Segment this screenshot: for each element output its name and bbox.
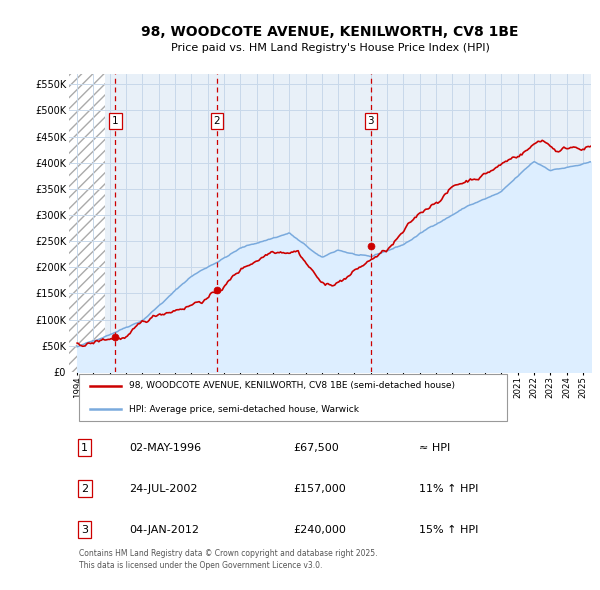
Text: 98, WOODCOTE AVENUE, KENILWORTH, CV8 1BE: 98, WOODCOTE AVENUE, KENILWORTH, CV8 1BE [141, 25, 519, 40]
Text: £67,500: £67,500 [293, 442, 339, 453]
Text: £157,000: £157,000 [293, 484, 346, 494]
Bar [69, 74, 105, 372]
Text: 3: 3 [81, 525, 88, 535]
Text: Price paid vs. HM Land Registry's House Price Index (HPI): Price paid vs. HM Land Registry's House … [170, 44, 490, 53]
Text: Contains HM Land Registry data © Crown copyright and database right 2025.
This d: Contains HM Land Registry data © Crown c… [79, 549, 378, 569]
Text: 3: 3 [368, 116, 374, 126]
Text: 2: 2 [81, 484, 88, 494]
FancyBboxPatch shape [79, 374, 508, 421]
Text: 24-JUL-2002: 24-JUL-2002 [129, 484, 197, 494]
Text: 1: 1 [81, 442, 88, 453]
Text: 98, WOODCOTE AVENUE, KENILWORTH, CV8 1BE (semi-detached house): 98, WOODCOTE AVENUE, KENILWORTH, CV8 1BE… [129, 381, 455, 390]
Text: 1: 1 [112, 116, 119, 126]
Text: £240,000: £240,000 [293, 525, 346, 535]
Text: HPI: Average price, semi-detached house, Warwick: HPI: Average price, semi-detached house,… [129, 405, 359, 414]
Text: 11% ↑ HPI: 11% ↑ HPI [419, 484, 478, 494]
Text: 2: 2 [214, 116, 220, 126]
Text: ≈ HPI: ≈ HPI [419, 442, 450, 453]
Text: 02-MAY-1996: 02-MAY-1996 [129, 442, 201, 453]
Text: 15% ↑ HPI: 15% ↑ HPI [419, 525, 478, 535]
Text: 04-JAN-2012: 04-JAN-2012 [129, 525, 199, 535]
